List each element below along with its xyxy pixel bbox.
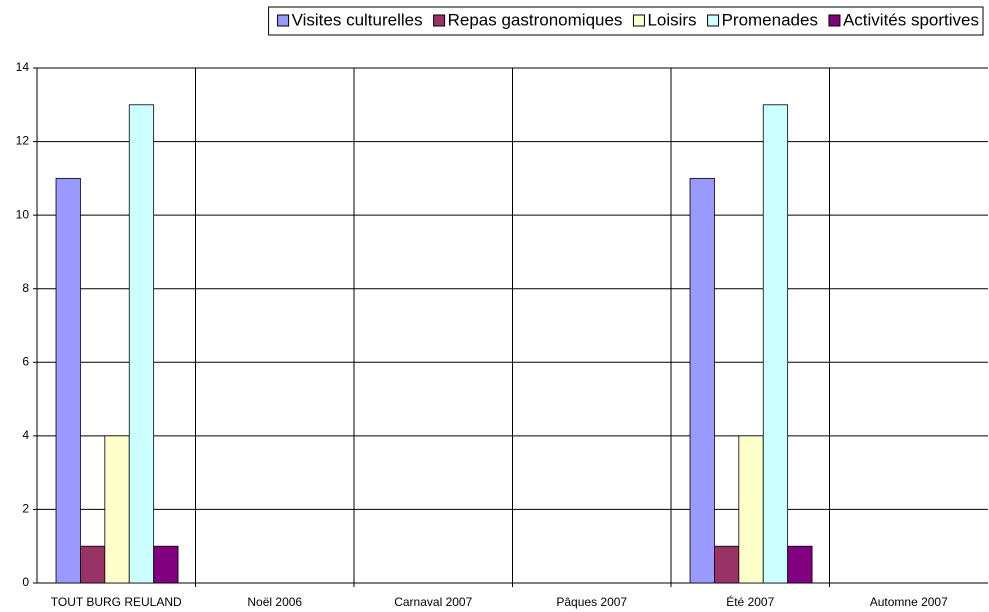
legend-box — [268, 6, 984, 36]
y-tick-label: 6 — [22, 354, 29, 368]
x-tick-label: Été 2007 — [726, 594, 774, 609]
legend-label: Visites culturelles — [292, 10, 423, 29]
y-tick-label: 12 — [16, 134, 30, 148]
legend-swatch — [707, 14, 720, 27]
legend-label: Repas gastronomiques — [448, 10, 623, 29]
legend-label: Activités sportives — [843, 10, 979, 29]
x-tick-label: Noël 2006 — [247, 595, 302, 609]
legend-label: Loisirs — [647, 10, 696, 29]
bar — [104, 435, 130, 584]
legend-swatch — [632, 14, 645, 27]
y-tick-label: 14 — [16, 60, 30, 74]
legend-swatch — [433, 14, 446, 27]
y-tick-label: 0 — [22, 575, 29, 589]
y-tick-label: 2 — [22, 502, 29, 516]
bar — [787, 545, 813, 584]
y-tick-label: 8 — [22, 281, 29, 295]
bar — [80, 545, 106, 584]
x-tick-label: Carnaval 2007 — [394, 595, 472, 609]
legend-label: Promenades — [722, 10, 818, 29]
bar — [738, 435, 764, 584]
legend-swatch — [828, 14, 841, 27]
bar — [689, 177, 715, 584]
bar — [714, 545, 740, 584]
y-tick-label: 4 — [22, 428, 29, 442]
bar — [55, 177, 81, 584]
legend-swatch — [277, 14, 290, 27]
bar — [153, 545, 179, 584]
x-tick-label: Automne 2007 — [870, 595, 948, 609]
x-tick-label: Pâques 2007 — [556, 595, 627, 609]
x-tick-label: TOUT BURG REULAND — [51, 595, 182, 609]
y-tick-label: 10 — [16, 207, 30, 221]
bar — [128, 104, 155, 584]
bar — [762, 104, 789, 584]
